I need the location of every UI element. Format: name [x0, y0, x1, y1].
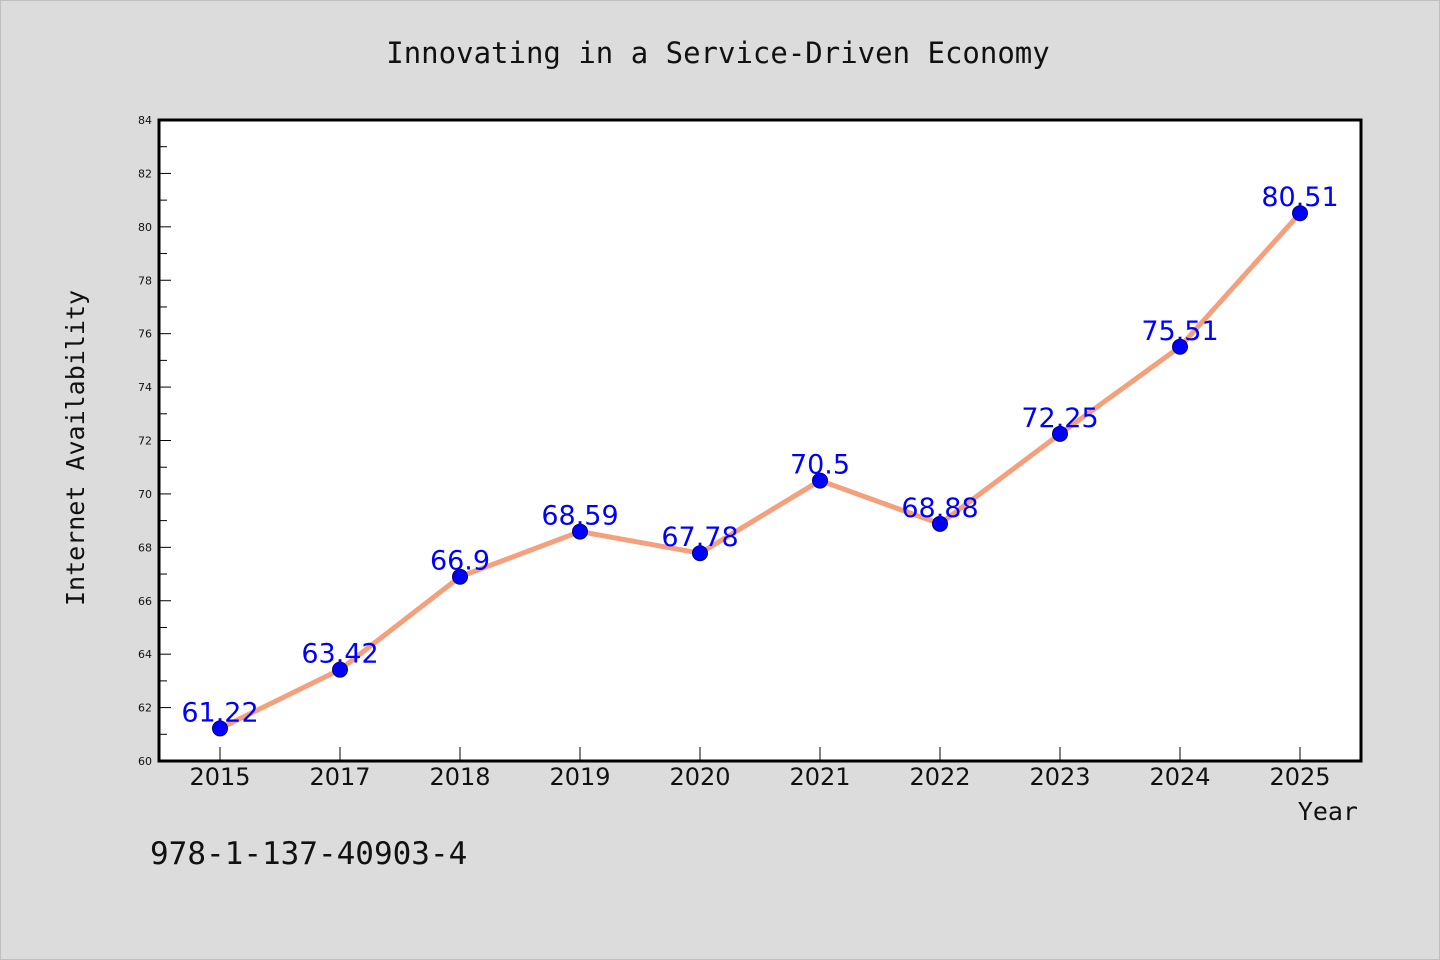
y-tick-label: 80 — [138, 221, 152, 234]
data-point — [932, 515, 948, 532]
data-point — [1172, 338, 1188, 355]
data-label: 61.22 — [181, 697, 258, 728]
data-label: 66.9 — [430, 546, 490, 577]
x-tick-label: 2023 — [1029, 763, 1090, 791]
data-point — [212, 720, 228, 737]
data-point — [332, 661, 348, 678]
data-label: 70.5 — [790, 450, 850, 481]
y-tick-label: 72 — [138, 435, 152, 448]
x-tick-label: 2021 — [789, 763, 850, 791]
x-tick-label: 2020 — [669, 763, 730, 791]
footer-identifier: 978-1-137-40903-4 — [150, 836, 467, 872]
y-tick-label: 66 — [138, 595, 152, 608]
y-tick-label: 74 — [138, 381, 152, 394]
series-layer — [212, 205, 1308, 737]
data-label-layer: 61.22 63.42 66.9 68.59 67.78 70.5 68.88 72.25 75… — [181, 182, 1338, 728]
data-label: 80.51 — [1261, 182, 1338, 213]
y-tick-label: 78 — [138, 274, 152, 287]
data-label: 63.42 — [301, 639, 378, 670]
data-point — [692, 545, 708, 562]
series-line — [217, 210, 1303, 731]
data-point — [1052, 425, 1068, 442]
x-tick-label: 2025 — [1269, 763, 1330, 791]
y-tick-label: 62 — [138, 702, 152, 715]
y-tick-label: 70 — [138, 488, 152, 501]
y-axis-ticks: 60 62 64 66 68 70 72 74 76 78 80 82 84 — [138, 114, 171, 768]
data-label: 72.25 — [1021, 403, 1098, 434]
x-axis-label: Year — [1298, 797, 1358, 826]
y-axis-label: Internet Availability — [61, 290, 90, 606]
data-point — [572, 523, 588, 540]
y-tick-label: 84 — [138, 114, 152, 127]
x-axis-ticks: 2015 2017 2018 2019 2020 2021 2022 2023 2024 2025 — [189, 747, 1331, 791]
data-point — [812, 472, 828, 489]
y-tick-label: 68 — [138, 541, 152, 554]
x-tick-label: 2019 — [549, 763, 610, 791]
data-label: 75.51 — [1141, 316, 1218, 347]
data-point — [452, 568, 468, 585]
data-label: 67.78 — [661, 522, 738, 553]
data-point — [1292, 205, 1308, 222]
x-tick-label: 2015 — [189, 763, 250, 791]
x-tick-label: 2018 — [429, 763, 490, 791]
y-tick-label: 76 — [138, 328, 152, 341]
x-tick-label: 2017 — [309, 763, 370, 791]
data-label: 68.59 — [541, 501, 618, 532]
chart-title: Innovating in a Service-Driven Economy — [386, 36, 1049, 70]
data-label: 68.88 — [901, 493, 978, 524]
x-tick-label: 2024 — [1149, 763, 1210, 791]
x-tick-label: 2022 — [909, 763, 970, 791]
y-tick-label: 82 — [138, 167, 152, 180]
y-tick-label: 64 — [138, 648, 152, 661]
y-tick-label: 60 — [138, 755, 152, 768]
